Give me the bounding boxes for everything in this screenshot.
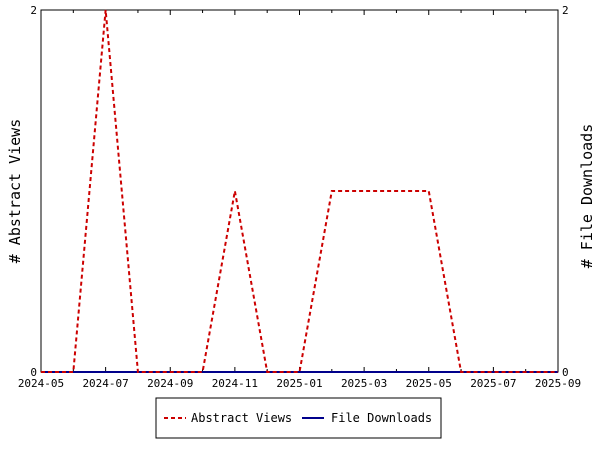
legend-label-abstract-views: Abstract Views (191, 411, 292, 425)
x-tick-label: 2025-07 (470, 377, 516, 390)
y-tick-label-right: 2 (562, 4, 569, 17)
x-tick-label: 2025-09 (535, 377, 581, 390)
legend-label-file-downloads: File Downloads (331, 411, 432, 425)
y-tick-label-right: 0 (562, 366, 569, 379)
x-tick-label: 2025-01 (276, 377, 322, 390)
x-tick-label: 2024-11 (212, 377, 258, 390)
x-tick-label: 2025-03 (341, 377, 387, 390)
legend-box (155, 397, 442, 439)
series-lines (41, 9, 558, 373)
y-tick-label-left: 2 (30, 4, 37, 17)
x-tick-label: 2024-07 (82, 377, 128, 390)
legend: Abstract Views File Downloads (155, 397, 442, 439)
x-tick-label: 2024-09 (147, 377, 193, 390)
x-tick-label: 2025-05 (406, 377, 452, 390)
x-tick-label: 2024-05 (18, 377, 64, 390)
plot-area (40, 9, 559, 373)
y-axis-right-title: # File Downloads (578, 124, 596, 269)
x-axis-tick-labels: 2024-05 2024-07 2024-09 2024-11 2025-01 2025-… (18, 377, 581, 390)
series-line-abstract-views (41, 9, 558, 373)
y-tick-label-left: 0 (30, 366, 37, 379)
y-axis-left-title: # Abstract Views (6, 119, 24, 264)
